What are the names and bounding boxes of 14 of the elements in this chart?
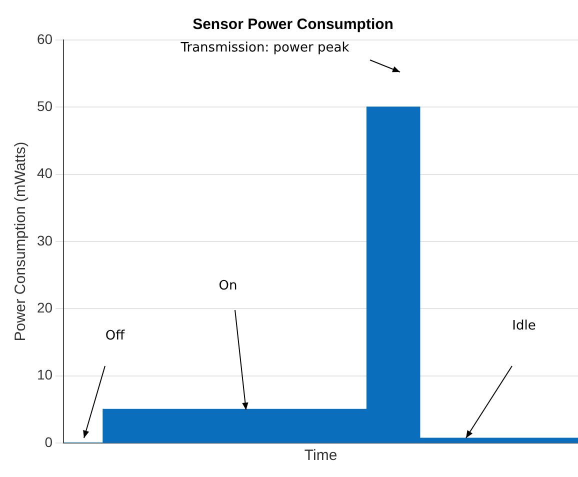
y-axis-title: Power Consumption (mWatts) <box>12 142 30 342</box>
annotation: Off <box>105 328 126 344</box>
y-tick-label: 30 <box>36 232 53 248</box>
chart-title: Sensor Power Consumption <box>192 16 394 34</box>
y-tick-label: 10 <box>36 366 53 383</box>
y-tick-label: 40 <box>36 165 53 182</box>
annotation: Idle <box>512 318 536 334</box>
y-tick-label: 20 <box>36 300 53 316</box>
annotation: On <box>218 278 238 294</box>
x-axis-title: Time <box>304 447 338 464</box>
y-tick-label: 60 <box>36 30 53 47</box>
annotation: Transmission: power peak <box>180 40 350 56</box>
y-tick-label: 50 <box>36 98 53 114</box>
y-tick-label: 0 <box>44 434 53 450</box>
